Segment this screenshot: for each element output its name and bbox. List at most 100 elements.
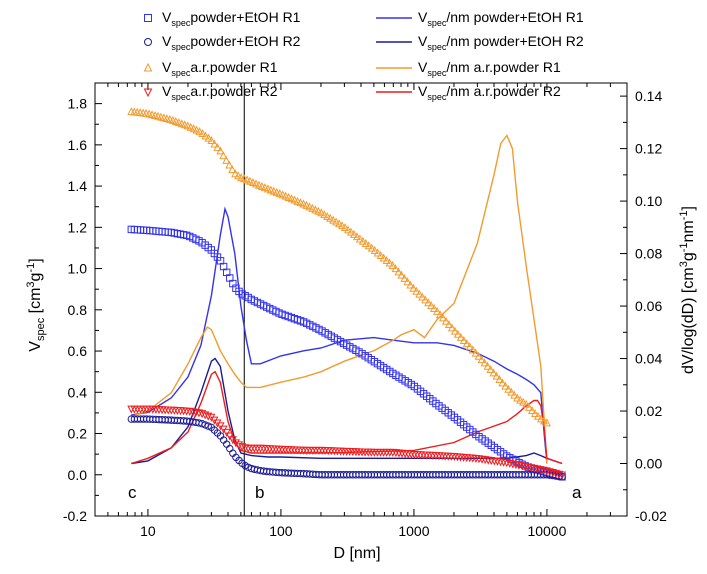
data-point bbox=[204, 133, 213, 142]
y-left-sup: 3 bbox=[25, 281, 37, 287]
y-left-tick-label: 0.6 bbox=[68, 343, 88, 359]
data-point bbox=[323, 211, 332, 220]
data-point bbox=[225, 160, 234, 169]
data-point bbox=[492, 371, 501, 380]
data-point bbox=[376, 250, 385, 259]
data-point bbox=[510, 390, 519, 399]
x-tick-label: 10 bbox=[140, 523, 156, 539]
data-point bbox=[409, 283, 418, 292]
y-left-tick-label: 1.4 bbox=[68, 178, 88, 194]
data-point bbox=[427, 301, 436, 310]
series-markers-3 bbox=[127, 405, 567, 480]
data-point bbox=[198, 410, 207, 419]
legend-item: Vspec/nm powder+EtOH R2 bbox=[376, 33, 584, 52]
legend-label: Vspecpowder+EtOH R1 bbox=[162, 9, 301, 28]
legend-label-sub: spec bbox=[427, 68, 447, 78]
data-point bbox=[513, 393, 522, 402]
legend-label: Vspeca.r.powder R2 bbox=[162, 83, 278, 102]
y-right-mid: g bbox=[680, 252, 697, 261]
data-point bbox=[501, 381, 510, 390]
data-point bbox=[355, 234, 364, 243]
data-point bbox=[412, 286, 421, 295]
legend-label-base: V bbox=[418, 83, 428, 99]
data-point bbox=[201, 411, 210, 420]
legend-label-text: /nm powder+EtOH R1 bbox=[446, 9, 584, 25]
legend-label-sub: spec bbox=[427, 18, 447, 28]
data-point bbox=[373, 248, 382, 257]
y-right-tick-label: 0.10 bbox=[635, 193, 662, 209]
legend-label-sub: spec bbox=[171, 18, 191, 28]
legend-label-text: a.r.powder R2 bbox=[190, 83, 277, 99]
data-point bbox=[424, 298, 433, 307]
y-right-end: ] bbox=[680, 206, 697, 210]
annotation-b: b bbox=[255, 483, 264, 502]
y-left-tick-label: 0.2 bbox=[68, 426, 88, 442]
y-right-sup: 3 bbox=[678, 261, 690, 267]
data-point bbox=[222, 155, 231, 164]
legend-label: Vspec/nm powder+EtOH R2 bbox=[418, 33, 584, 52]
data-point bbox=[465, 342, 474, 351]
data-point bbox=[477, 355, 486, 364]
data-point bbox=[397, 270, 406, 279]
legend-label-sub: spec bbox=[171, 42, 191, 52]
data-point bbox=[406, 280, 415, 289]
data-point bbox=[198, 129, 207, 138]
data-point bbox=[441, 316, 450, 325]
data-point bbox=[213, 142, 222, 151]
x-tick-label: 10000 bbox=[527, 523, 566, 539]
data-point bbox=[195, 127, 204, 136]
legend-symbol bbox=[143, 62, 153, 72]
data-point bbox=[522, 399, 531, 408]
data-point bbox=[338, 221, 347, 230]
legend-label-base: V bbox=[418, 9, 428, 25]
data-point bbox=[349, 229, 358, 238]
data-point bbox=[216, 146, 225, 155]
data-layer bbox=[127, 107, 567, 481]
data-point bbox=[317, 208, 326, 217]
annotation-c: c bbox=[128, 483, 137, 502]
data-point bbox=[486, 365, 495, 374]
data-point bbox=[539, 416, 548, 425]
data-point bbox=[364, 241, 373, 250]
legend-item: Vspecpowder+EtOH R2 bbox=[144, 33, 301, 52]
legend-item: Vspeca.r.powder R2 bbox=[143, 83, 278, 102]
y-left-end: ] bbox=[27, 258, 44, 262]
legend-label: Vspecpowder+EtOH R2 bbox=[162, 33, 301, 52]
y-axis-label-left: Vspec [cm3g-1] bbox=[25, 258, 47, 351]
y-left-tick-label: 1.0 bbox=[68, 261, 88, 277]
data-point bbox=[335, 219, 344, 228]
legend-label-base: V bbox=[162, 9, 172, 25]
y-left-tick-label: 0.8 bbox=[68, 302, 88, 318]
y-right-tick-label: 0.06 bbox=[635, 298, 662, 314]
y-right-tick-label: 0.00 bbox=[635, 456, 662, 472]
data-point bbox=[388, 261, 397, 270]
legend-label-sub: spec bbox=[171, 92, 191, 102]
x-axis-label: D [nm] bbox=[333, 545, 380, 562]
legend-item: Vspec/nm powder+EtOH R1 bbox=[376, 9, 584, 28]
data-point bbox=[231, 169, 240, 178]
data-point bbox=[536, 414, 545, 423]
data-point bbox=[361, 239, 370, 248]
data-point bbox=[483, 361, 492, 370]
y-right-tick-label: 0.14 bbox=[635, 88, 662, 104]
y-left-tick-label: -0.2 bbox=[63, 508, 87, 524]
series-markers-2 bbox=[127, 107, 551, 427]
data-point bbox=[329, 215, 338, 224]
data-point bbox=[444, 320, 453, 329]
y-left-sub: spec bbox=[35, 317, 47, 341]
data-point bbox=[498, 378, 507, 387]
data-point bbox=[238, 443, 247, 452]
y-axis-label-right: dV/log(dD) [cm3g-1nm-1] bbox=[678, 206, 697, 374]
data-point bbox=[234, 171, 243, 180]
series-line bbox=[131, 206, 548, 464]
y-left-rest: [cm bbox=[27, 288, 44, 318]
y-left-base: V bbox=[27, 341, 44, 352]
data-point bbox=[489, 368, 498, 377]
legend-label-base: V bbox=[162, 33, 172, 49]
legend-label-text: powder+EtOH R1 bbox=[190, 9, 300, 25]
legend: Vspecpowder+EtOH R1 Vspec/nm powder+EtOH … bbox=[143, 9, 584, 102]
data-point bbox=[468, 345, 477, 354]
y-right-tick-label: 0.02 bbox=[635, 403, 662, 419]
data-point bbox=[474, 351, 483, 360]
series-5 bbox=[131, 357, 563, 465]
